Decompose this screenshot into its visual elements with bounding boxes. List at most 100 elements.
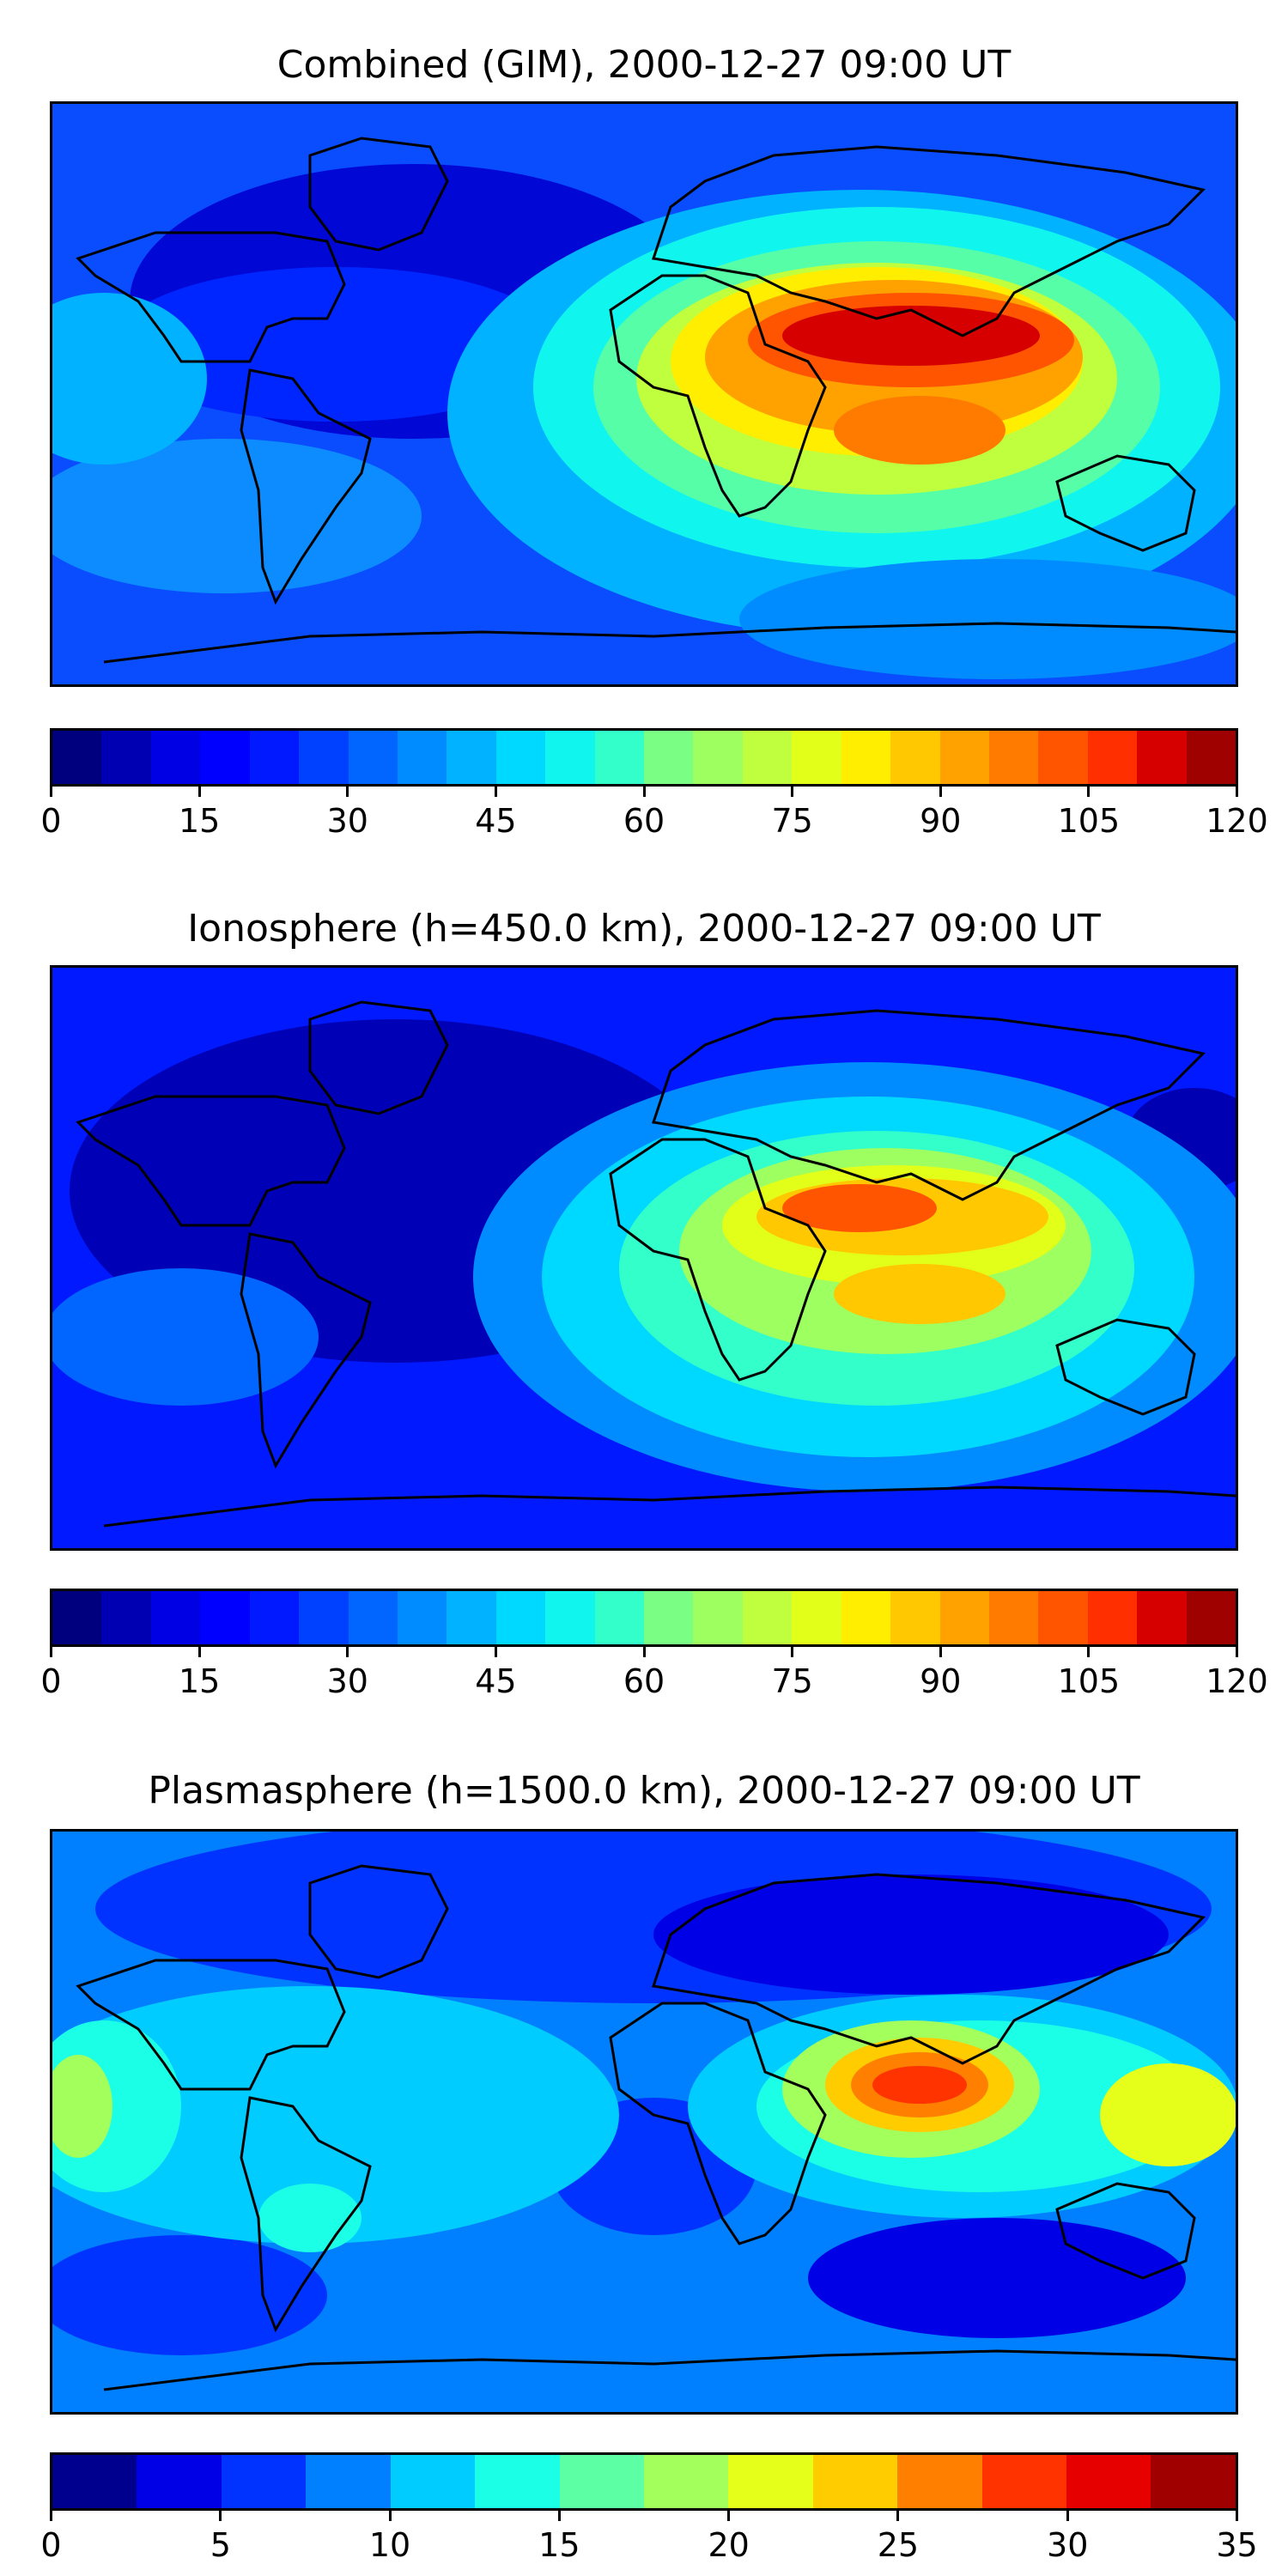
colorbar-plasmasphere <box>50 2452 1238 2511</box>
colorbar-tick-label: 10 <box>368 2526 411 2564</box>
map-plot-plasmasphere <box>52 1832 1236 2412</box>
colorbar-tick-label: 25 <box>877 2526 920 2564</box>
colorbar-tick-label: 15 <box>538 2526 580 2564</box>
colorbar-segment <box>742 731 793 784</box>
colorbar-tick <box>1236 787 1238 797</box>
colorbar-tick <box>50 2511 52 2521</box>
mid-tec-region <box>258 2184 361 2252</box>
colorbar-segment <box>397 731 447 784</box>
colorbar-tick <box>939 1647 942 1657</box>
mid-tec-region <box>52 293 207 465</box>
colorbar-ticks-ionosphere: 0 15 30 45 60 75 90 105 120 <box>40 1647 1268 1700</box>
colorbar-tick-label: 15 <box>178 1662 221 1700</box>
colorbar-segment <box>200 731 250 784</box>
south-america-outline <box>240 1232 372 1469</box>
colorbar-tick <box>346 1647 349 1657</box>
colorbar-segment <box>989 1591 1039 1644</box>
africa-outline <box>609 2002 827 2245</box>
low-tec-region <box>808 2218 1186 2338</box>
colorbar-segment <box>545 1591 595 1644</box>
colorbar-tick <box>388 2511 392 2521</box>
colorbar-segment <box>939 731 990 784</box>
colorbar-tick <box>557 2511 561 2521</box>
north-america-outline <box>76 231 346 363</box>
colorbar-segment <box>643 2455 729 2508</box>
colorbar-segment <box>137 2455 222 2508</box>
australia-outline <box>1055 2182 1196 2280</box>
map-plasmasphere <box>50 1829 1238 2415</box>
low-tec-region <box>112 267 559 422</box>
colorbar-tick-label: 105 <box>1057 1662 1121 1700</box>
colorbar-tick-label: 30 <box>1047 2526 1089 2564</box>
colorbar-segment <box>52 1591 102 1644</box>
colorbar-segment <box>1137 731 1187 784</box>
colorbar-segment <box>1137 1591 1187 1644</box>
map-plot-ionosphere <box>52 968 1236 1548</box>
panel-title-ionosphere: Ionosphere (h=450.0 km), 2000-12-27 09:0… <box>187 907 1101 951</box>
colorbar-tick-label: 0 <box>40 802 62 840</box>
colorbar-segment <box>390 2455 476 2508</box>
colorbar-segment <box>306 2455 391 2508</box>
colorbar-segment <box>1038 731 1088 784</box>
colorbar-segment <box>890 731 940 784</box>
colorbar-segment <box>728 2455 813 2508</box>
colorbar-segment <box>594 1591 645 1644</box>
colorbar-tick-label: 60 <box>623 802 665 840</box>
low-tec-region <box>653 1874 1169 1995</box>
colorbar-segment <box>299 731 349 784</box>
colorbar-segment <box>1066 2455 1151 2508</box>
colorbar-tick <box>1087 1647 1091 1657</box>
colorbar-segment <box>644 731 694 784</box>
colorbar-tick <box>219 2511 222 2521</box>
colorbar-tick-label: 90 <box>920 802 962 840</box>
colorbar-segment <box>1186 1591 1236 1644</box>
colorbar-tick <box>1236 1647 1238 1657</box>
colorbar-tick-label: 45 <box>475 802 517 840</box>
colorbar-segment <box>52 731 102 784</box>
antarctica-outline <box>103 1485 1236 1528</box>
colorbar-ticks-plasmasphere: 0 5 10 15 20 25 30 35 <box>40 2511 1258 2564</box>
colorbar-segment <box>447 731 496 784</box>
mid-tec-region <box>52 1268 319 1406</box>
tec-peak <box>782 306 1040 366</box>
australia-outline <box>1055 1318 1196 1416</box>
antarctica-outline <box>103 622 1236 664</box>
australia-outline <box>1055 454 1196 552</box>
colorbar-tick-label: 5 <box>210 2526 231 2564</box>
colorbar-tick <box>791 787 794 797</box>
colorbar-tick <box>50 787 52 797</box>
tec-peak <box>872 2066 967 2104</box>
colorbar-segment <box>101 1591 151 1644</box>
eurasia-outline <box>652 1873 1206 2065</box>
coastlines <box>76 1000 1236 1528</box>
colorbar-tick <box>50 1647 52 1657</box>
colorbar-segment <box>559 2455 644 2508</box>
colorbar-segment <box>742 1591 793 1644</box>
colorbar-segment <box>792 1591 841 1644</box>
colorbar-segment <box>644 1591 694 1644</box>
colorbar-tick <box>896 2511 900 2521</box>
colorbar-segment <box>792 731 841 784</box>
colorbar-tick-label: 75 <box>771 802 813 840</box>
colorbar-segment <box>495 731 546 784</box>
colorbar-tick-label: 45 <box>475 1662 517 1700</box>
colorbar-segment <box>939 1591 990 1644</box>
colorbar-tick-label: 0 <box>40 2526 62 2564</box>
colorbar-segment <box>890 1591 940 1644</box>
colorbar-segment <box>475 2455 560 2508</box>
colorbar-segment <box>989 731 1039 784</box>
colorbar-ionosphere <box>50 1589 1238 1647</box>
colorbar-tick <box>197 787 201 797</box>
colorbar-segment <box>249 731 300 784</box>
greenland-outline <box>308 1864 449 1979</box>
mid-tec-region <box>52 2055 112 2158</box>
mid-tec-region <box>52 1986 619 2244</box>
panel-title-combined: Combined (GIM), 2000-12-27 09:00 UT <box>276 43 1012 87</box>
colorbar-tick-label: 75 <box>771 1662 813 1700</box>
greenland-outline <box>308 1000 449 1115</box>
colorbar-tick <box>1087 787 1091 797</box>
colorbar-segment <box>1186 731 1236 784</box>
mid-tec-region <box>52 439 422 593</box>
antarctica-outline <box>103 2349 1236 2391</box>
